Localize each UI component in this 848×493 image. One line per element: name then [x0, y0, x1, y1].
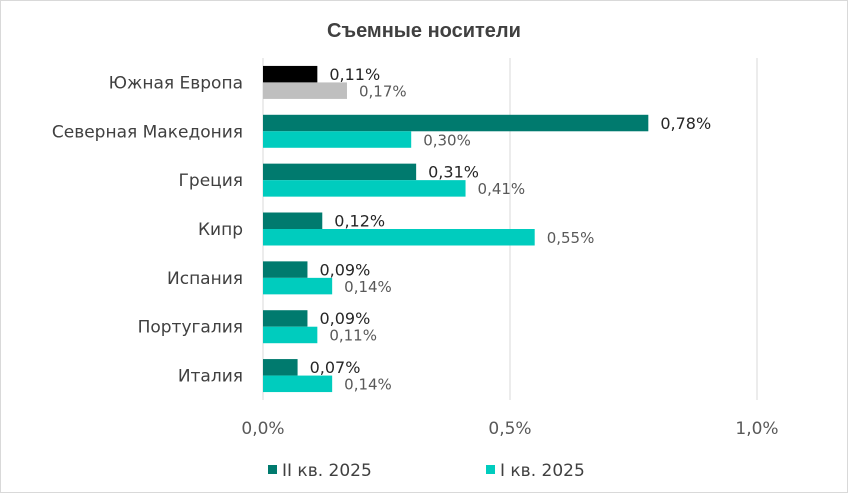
- data-label-q2-2025: 0,09%: [319, 309, 370, 328]
- data-label-q1-2025: 0,14%: [344, 376, 392, 394]
- category-label: Кипр: [198, 220, 243, 240]
- bar-q1-2025: [263, 326, 318, 344]
- category-labels: Южная Европа Северная Македония Греция Кипр…: [52, 73, 243, 386]
- x-tick-label: 0,5%: [488, 419, 531, 439]
- bar-q2-2025: [263, 310, 308, 327]
- data-label-q1-2025: 0,17%: [359, 82, 407, 100]
- data-label-q2-2025: 0,31%: [428, 163, 479, 182]
- x-tick-label: 1,0%: [735, 419, 778, 439]
- legend-swatch-q1-2025: [486, 465, 495, 474]
- category-label: Северная Македония: [52, 122, 243, 142]
- category-label: Португалия: [138, 318, 243, 338]
- bar-q1-2025: [263, 180, 466, 197]
- category-label: Греция: [179, 171, 243, 191]
- category-label: Италия: [178, 367, 243, 387]
- data-label-q1-2025: 0,55%: [547, 229, 595, 247]
- data-label-q1-2025: 0,41%: [478, 180, 526, 198]
- legend-label-q2-2025: II кв. 2025: [282, 461, 372, 481]
- bar-q2-2025: [263, 261, 308, 278]
- bar-q2-2025: [263, 212, 323, 229]
- data-label-q1-2025: 0,14%: [344, 278, 392, 296]
- x-tick-labels: 0,0% 0,5% 1,0%: [241, 419, 778, 439]
- data-label-q1-2025: 0,11%: [329, 327, 377, 345]
- data-label-q2-2025: 0,11%: [329, 65, 380, 84]
- category-label: Южная Европа: [109, 73, 243, 93]
- data-label-q2-2025: 0,09%: [319, 260, 370, 279]
- bar-q2-2025: [263, 65, 318, 83]
- bar-q1-2025: [263, 375, 333, 393]
- bar-q2-2025: [263, 114, 649, 132]
- data-label-q2-2025: 0,12%: [334, 212, 385, 231]
- bar-q2-2025: [263, 359, 298, 376]
- chart-title: Съемные носители: [327, 20, 521, 42]
- legend-swatch-q2-2025: [268, 465, 277, 474]
- bar-q1-2025: [263, 82, 347, 99]
- bars: 0,11%0,17%0,78%0,30%0,31%0,41%0,12%0,55%…: [263, 65, 711, 394]
- legend: II кв. 2025 I кв. 2025: [268, 461, 585, 481]
- x-tick-label: 0,0%: [241, 419, 284, 439]
- bar-q2-2025: [263, 163, 417, 181]
- category-label: Испания: [167, 269, 243, 289]
- data-label-q1-2025: 0,30%: [423, 131, 471, 149]
- bar-q1-2025: [263, 131, 412, 148]
- data-label-q2-2025: 0,07%: [310, 358, 361, 377]
- legend-label-q1-2025: I кв. 2025: [500, 461, 585, 481]
- data-label-q2-2025: 0,78%: [660, 114, 711, 133]
- bar-q1-2025: [263, 229, 535, 246]
- bar-q1-2025: [263, 277, 333, 295]
